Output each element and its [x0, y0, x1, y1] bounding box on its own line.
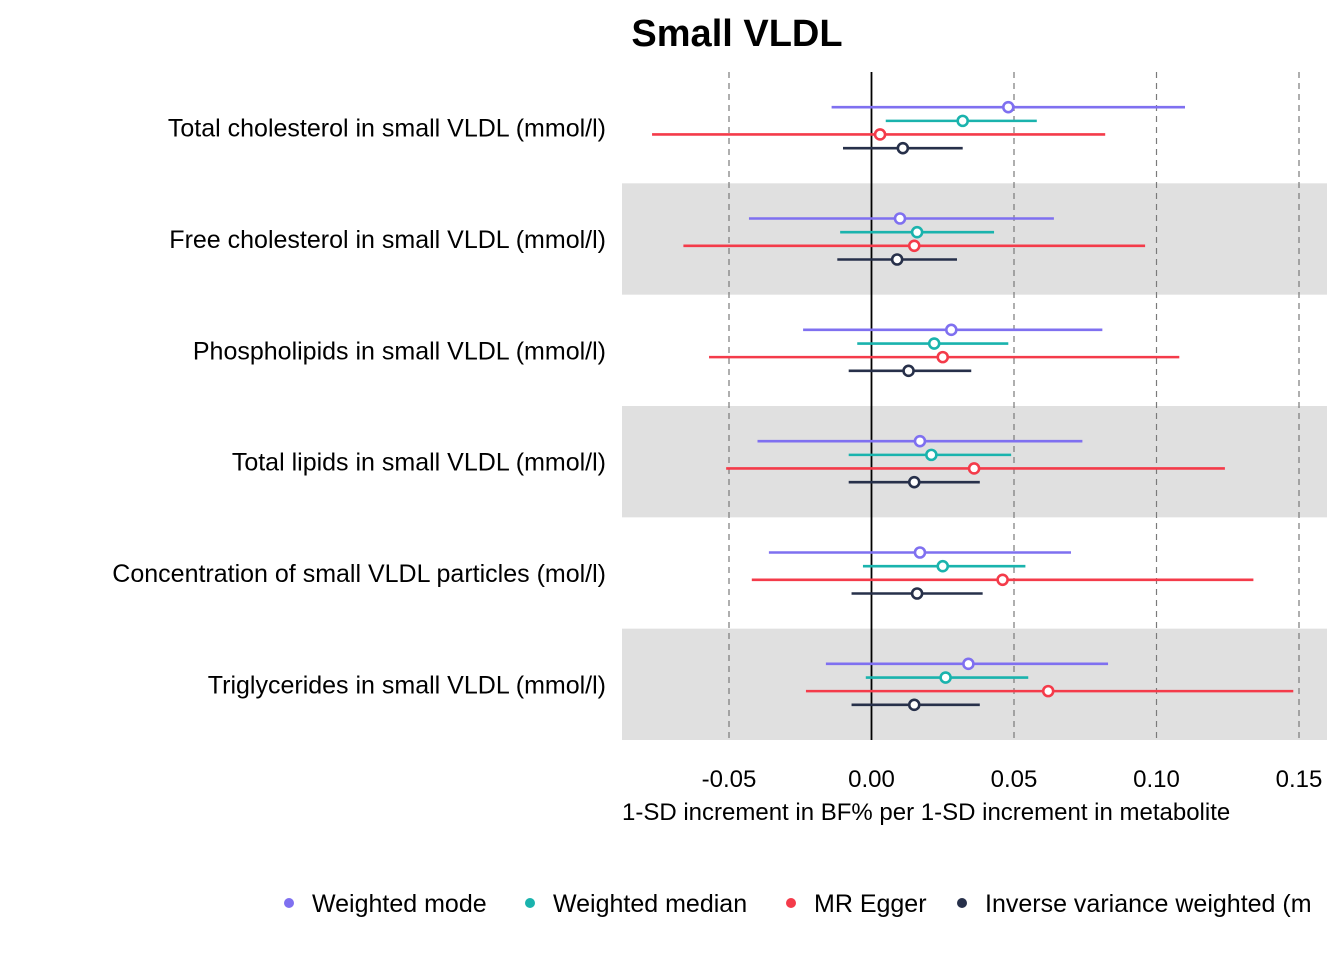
point-estimate [996, 573, 1009, 587]
row-band [622, 628, 1327, 740]
point-estimate [910, 587, 924, 600]
point-estimate [962, 657, 975, 671]
point-estimate [896, 141, 910, 155]
legend-key [957, 898, 967, 908]
row-band [622, 406, 1327, 518]
x-tick-label: 0.00 [848, 766, 895, 793]
legend-label: Weighted median [553, 890, 747, 918]
chart-title: Small VLDL [631, 13, 842, 55]
point-estimate [1041, 684, 1055, 698]
point-estimate [907, 698, 921, 712]
gridlines [728, 72, 1300, 740]
x-tick-label: 0.15 [1276, 766, 1323, 793]
row-band [622, 183, 1327, 295]
row-label: Total lipids in small VLDL (mmol/l) [232, 449, 606, 477]
point-estimate [939, 671, 952, 684]
point-estimate [893, 212, 907, 225]
legend-key [284, 898, 294, 908]
row-labels: Total cholesterol in small VLDL (mmol/l)… [112, 115, 606, 700]
point-estimate [925, 448, 938, 462]
legend-label: MR Egger [814, 890, 927, 918]
x-tick-label: 0.05 [991, 766, 1038, 793]
row-label: Total cholesterol in small VLDL (mmol/l) [168, 115, 606, 143]
point-estimate [902, 364, 915, 378]
x-axis-label: 1-SD increment in BF% per 1-SD increment… [622, 799, 1230, 826]
row-label: Concentration of small VLDL particles (m… [112, 560, 606, 588]
row-label: Phospholipids in small VLDL (mmol/l) [193, 337, 606, 365]
point-estimate [910, 225, 924, 239]
point-estimate [913, 434, 927, 448]
point-estimate [913, 546, 927, 559]
point-estimate [873, 128, 887, 141]
point-estimate [907, 239, 921, 253]
legend-label: Inverse variance weighted (m [985, 890, 1312, 918]
legend: Weighted mode Weighted median MR Egger Inve… [284, 890, 1312, 918]
point-estimate [936, 559, 950, 573]
point-estimate [956, 114, 970, 128]
legend-key [525, 898, 535, 908]
row-label: Free cholesterol in small VLDL (mmol/l) [169, 226, 606, 254]
point-estimate [967, 462, 981, 475]
point-estimate [936, 350, 950, 364]
point-estimate [890, 253, 904, 266]
row-label: Triglycerides in small VLDL (mmol/l) [208, 671, 606, 699]
point-estimate [927, 337, 941, 350]
x-tick-label: 0.10 [1133, 766, 1180, 793]
point-estimate [1001, 100, 1015, 114]
point-estimate [944, 323, 958, 337]
row-bands [622, 183, 1327, 740]
legend-key [786, 898, 796, 908]
legend-label: Weighted mode [312, 890, 487, 918]
estimates [652, 100, 1294, 712]
x-axis-ticks: -0.05 0.00 0.05 0.10 0.15 [702, 766, 1323, 793]
x-tick-label: -0.05 [702, 766, 757, 793]
point-estimate [907, 475, 921, 489]
